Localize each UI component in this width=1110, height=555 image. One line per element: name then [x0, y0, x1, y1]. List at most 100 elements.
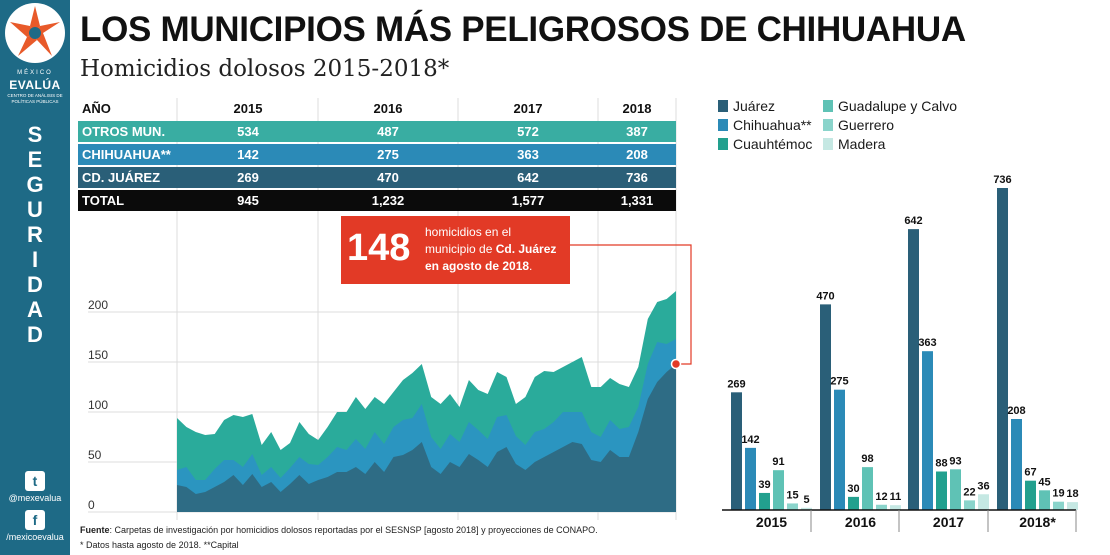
bar — [862, 467, 873, 510]
data-table: AÑO 2015 2016 2017 2018 OTROS MUN. 534 4… — [78, 98, 676, 213]
callout-text: homicidios en el municipio de Cd. Juárez… — [425, 224, 565, 275]
twitter-link[interactable]: t @mexevalua — [0, 471, 70, 503]
callout-text-end: . — [529, 259, 533, 273]
table-cell: 945 — [237, 193, 259, 208]
area-series — [177, 364, 676, 512]
bar-value-label: 88 — [935, 458, 947, 470]
bar — [834, 389, 845, 510]
legend-label: Juárez — [733, 98, 776, 114]
table-cell: 1,232 — [371, 193, 405, 208]
bar-value-label: 36 — [977, 480, 989, 492]
row-label: CD. JUÁREZ — [82, 170, 161, 185]
y-tick-label: 0 — [88, 498, 95, 512]
section-letter: U — [27, 197, 43, 222]
bar-value-label: 19 — [1052, 488, 1064, 500]
table-header-cell: 2016 — [373, 101, 403, 116]
table-header-cell: 2017 — [513, 101, 543, 116]
section-letter: E — [27, 147, 43, 172]
x-category-label: 2015 — [756, 514, 787, 530]
footnote: * Datos hasta agosto de 2018. **Capital — [80, 540, 239, 550]
bar — [801, 507, 812, 510]
bar-value-label: 91 — [772, 456, 784, 468]
facebook-handle: /mexicoevalua — [6, 532, 64, 542]
table-cell: 269 — [237, 170, 259, 185]
table-cell: 1,577 — [511, 193, 545, 208]
section-letter: R — [27, 222, 43, 247]
table-header-cell: AÑO — [82, 101, 111, 116]
bar — [890, 505, 901, 510]
brand-country: MÉXICO — [17, 70, 53, 76]
bar — [745, 447, 756, 510]
bar-value-label: 12 — [875, 491, 887, 503]
page-title: LOS MUNICIPIOS MÁS PELIGROSOS DE CHIHUAH… — [80, 10, 966, 49]
x-category-label: 2017 — [933, 514, 964, 530]
legend-swatch — [718, 100, 728, 112]
callout-box: 148 homicidios en el municipio de Cd. Ju… — [341, 216, 570, 284]
bar-value-label: 736 — [993, 174, 1011, 186]
bar — [820, 304, 831, 510]
section-letter: G — [26, 172, 44, 197]
y-tick-label: 100 — [88, 398, 108, 412]
x-category-label: 2016 — [845, 514, 876, 530]
twitter-handle: @mexevalua — [8, 493, 62, 503]
legend: Juárez Chihuahua** Cuauhtémoc Guadalupe … — [718, 97, 998, 157]
bar — [978, 494, 989, 510]
bar — [950, 469, 961, 510]
bar — [848, 496, 859, 510]
facebook-icon: f — [25, 510, 45, 530]
legend-item: Chihuahua** — [718, 116, 812, 134]
table-cell: 487 — [377, 124, 399, 139]
bar — [997, 188, 1008, 510]
row-label: OTROS MUN. — [82, 124, 166, 139]
bar-value-label: 22 — [963, 486, 975, 498]
bar — [876, 504, 887, 510]
legend-label: Guadalupe y Calvo — [838, 98, 958, 114]
legend-swatch — [718, 119, 728, 131]
table-cell: 470 — [377, 170, 399, 185]
legend-swatch — [823, 119, 833, 131]
legend-item: Guerrero — [823, 116, 894, 134]
source-note: Fuente: Carpetas de investigación por ho… — [80, 525, 598, 535]
table-cell: 275 — [377, 147, 399, 162]
table-cell: 142 — [237, 147, 259, 162]
source-text: : Carpetas de investigación por homicidi… — [109, 525, 598, 535]
callout-connector — [570, 244, 692, 365]
x-category-label: 2018* — [1019, 514, 1056, 530]
legend-label: Madera — [838, 136, 886, 152]
bar — [1039, 490, 1050, 510]
bar-value-label: 15 — [786, 489, 798, 501]
page-subtitle: Homicidios dolosos 2015-2018* — [80, 56, 450, 82]
y-tick-label: 150 — [88, 348, 108, 362]
section-letter: I — [31, 247, 39, 272]
source-label: Fuente — [80, 525, 110, 535]
legend-label: Chihuahua** — [733, 117, 812, 133]
callout-text-bold: Cd. Juárez en agosto de 2018 — [425, 242, 557, 273]
legend-label: Cuauhtémoc — [733, 136, 813, 152]
table-cell: 572 — [517, 124, 539, 139]
bar — [922, 351, 933, 510]
bar-value-label: 98 — [861, 453, 873, 465]
bar-value-label: 45 — [1038, 476, 1050, 488]
section-letter: D — [27, 272, 43, 297]
table-cell: 642 — [517, 170, 539, 185]
legend-swatch — [718, 138, 728, 150]
table-cell: 387 — [626, 124, 648, 139]
bar-value-label: 275 — [830, 376, 848, 388]
legend-swatch — [823, 100, 833, 112]
bar — [1025, 480, 1036, 510]
row-label: CHIHUAHUA** — [82, 147, 171, 162]
section-letter: D — [27, 322, 43, 347]
legend-label: Guerrero — [838, 117, 895, 133]
bar-value-label: 93 — [949, 455, 961, 467]
facebook-link[interactable]: f /mexicoevalua — [0, 510, 70, 542]
bar-value-label: 39 — [758, 479, 770, 491]
bar — [1053, 501, 1064, 510]
mexico-evalua-logo — [5, 3, 65, 63]
callout-point — [670, 358, 682, 370]
bar — [1067, 502, 1078, 510]
bar — [1011, 419, 1022, 510]
section-letter: A — [27, 297, 43, 322]
table-row: CHIHUAHUA** 142 275 363 208 — [78, 144, 676, 165]
y-tick-label: 50 — [88, 448, 102, 462]
